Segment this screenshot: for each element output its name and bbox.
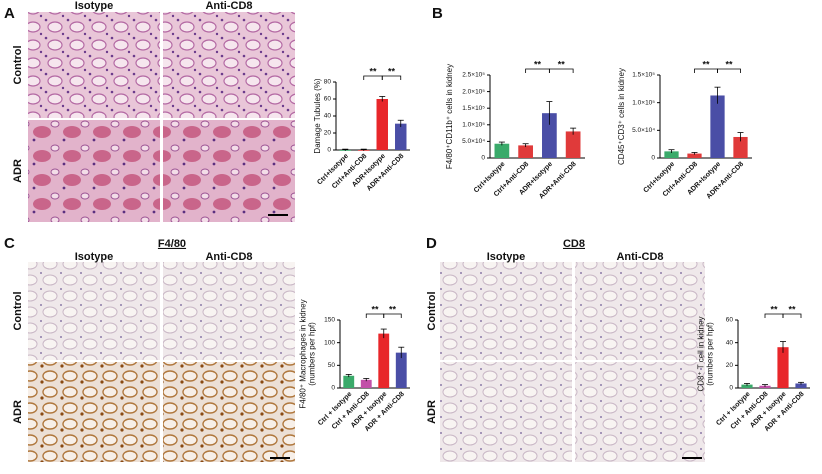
y-tick-label: 60: [726, 317, 734, 324]
bar: [494, 143, 510, 158]
micrograph: [575, 262, 705, 360]
micrograph: [163, 120, 295, 222]
y-tick-label: 100: [324, 339, 335, 346]
bar: [565, 131, 581, 158]
significance-label: **: [369, 66, 377, 76]
significance-bracket: [383, 313, 402, 318]
significance-label: **: [388, 66, 396, 76]
bar: [395, 123, 407, 150]
row-label: ADR: [12, 159, 24, 183]
significance-label: **: [371, 304, 379, 314]
panel-letter: B: [432, 5, 443, 22]
bar: [687, 153, 702, 158]
y-tick-label: 5.0×10⁴: [632, 127, 655, 134]
bar: [795, 383, 807, 388]
bar: [518, 145, 533, 158]
y-axis-label: (numbers per hpf): [706, 322, 715, 386]
x-tick-label: Ctrl+Isotype: [316, 153, 350, 187]
y-tick-label: 0: [651, 155, 655, 162]
y-tick-label: 2.0×10⁵: [462, 88, 485, 95]
y-axis-label: F4/80⁺CD11b⁺ cells in kidney: [445, 64, 454, 169]
significance-bracket: [694, 68, 718, 73]
y-tick-label: 20: [324, 130, 332, 137]
micrograph: [28, 12, 160, 118]
panel-letter: A: [4, 5, 15, 22]
significance-bracket: [548, 68, 574, 73]
bar: [741, 384, 753, 388]
y-tick-label: 0: [481, 155, 485, 162]
y-tick-label: 0: [331, 385, 335, 392]
y-tick-label: 80: [324, 79, 332, 86]
micrograph: [575, 362, 705, 462]
y-tick-label: 50: [328, 362, 336, 369]
significance-label: **: [702, 59, 710, 69]
row-label: Control: [12, 291, 24, 330]
significance-bracket: [764, 313, 784, 318]
y-tick-label: 1.5×10⁵: [632, 72, 655, 79]
bar: [664, 151, 679, 158]
row-label: ADR: [12, 400, 24, 424]
significance-label: **: [770, 304, 778, 314]
significance-label: **: [725, 59, 733, 69]
significance-label: **: [788, 304, 796, 314]
y-tick-label: 1.5×10⁵: [462, 105, 485, 112]
stain-label: CD8: [563, 238, 585, 250]
micrograph: [440, 262, 572, 360]
row-label: Control: [12, 45, 24, 84]
column-label: Anti-CD8: [616, 251, 663, 263]
y-axis-label: F4/80⁺ Macrophages in kidney: [299, 299, 308, 408]
y-tick-label: 20: [726, 362, 734, 369]
y-tick-label: 5.0×10⁴: [462, 138, 485, 145]
row-label: Control: [426, 291, 438, 330]
bar: [542, 113, 557, 158]
significance-bracket: [525, 68, 550, 73]
significance-bracket: [782, 313, 802, 318]
y-axis-label: Damage Tubules (%): [313, 78, 322, 153]
bar: [343, 375, 355, 388]
micrograph: [28, 262, 160, 360]
y-tick-label: 0: [327, 147, 331, 154]
y-tick-label: 60: [324, 96, 332, 103]
significance-label: **: [558, 59, 566, 69]
y-axis-label: (numbers per hpf): [308, 322, 317, 386]
column-label: Anti-CD8: [205, 0, 252, 12]
y-tick-label: 150: [324, 317, 335, 324]
panel-letter: D: [426, 235, 437, 252]
y-tick-label: 0: [729, 385, 733, 392]
bar: [777, 347, 789, 388]
significance-bracket: [363, 75, 383, 80]
y-tick-label: 1.0×10⁵: [462, 122, 485, 129]
micrograph: [440, 362, 572, 462]
column-label: Anti-CD8: [205, 251, 252, 263]
stain-label: F4/80: [158, 238, 186, 250]
panel-letter: C: [4, 235, 15, 252]
column-label: Isotype: [75, 0, 114, 12]
micrograph: [163, 362, 295, 462]
row-label: ADR: [426, 400, 438, 424]
micrograph: [28, 120, 160, 222]
y-tick-label: 2.5×10⁵: [462, 72, 485, 79]
significance-label: **: [534, 59, 542, 69]
column-label: Isotype: [487, 251, 526, 263]
bar: [733, 136, 748, 158]
bar: [710, 95, 725, 158]
y-axis-label: CD45⁺CD3⁺ cells in kidney: [617, 68, 626, 165]
y-tick-label: 40: [324, 113, 332, 120]
bar: [378, 333, 390, 388]
column-label: Isotype: [75, 251, 114, 263]
y-tick-label: 1.0×10⁵: [632, 99, 655, 106]
significance-label: **: [389, 304, 397, 314]
bar: [360, 379, 372, 388]
bar: [376, 99, 388, 150]
significance-bracket: [365, 313, 385, 318]
micrograph: [28, 362, 160, 462]
y-axis-label: CD8⁺ T cell in kidney: [697, 316, 706, 391]
significance-bracket: [381, 75, 402, 80]
y-tick-label: 40: [726, 339, 734, 346]
significance-bracket: [717, 68, 741, 73]
micrograph: [163, 12, 295, 118]
micrograph: [163, 262, 295, 360]
bar: [395, 352, 407, 388]
